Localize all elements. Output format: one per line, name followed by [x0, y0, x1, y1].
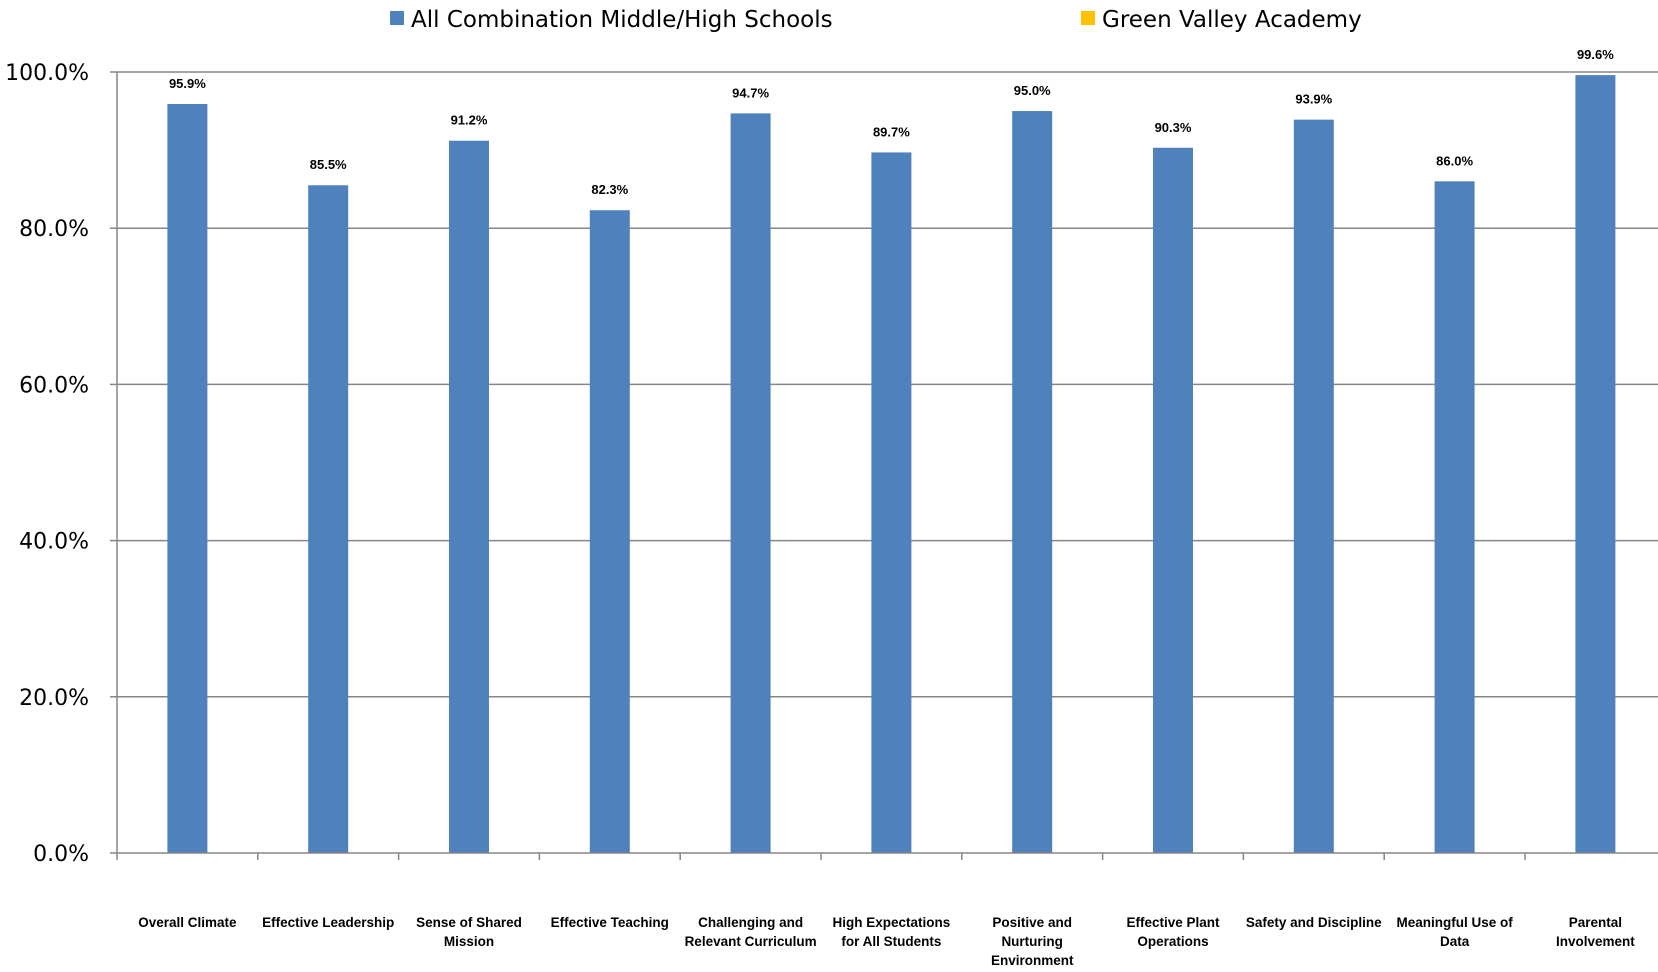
x-tick-label: Involvement — [1556, 934, 1635, 949]
data-label: 82.3% — [591, 182, 628, 197]
legend-swatch — [390, 11, 404, 25]
bar — [449, 140, 489, 853]
x-tick-label: for All Students — [841, 934, 941, 949]
data-labels: 95.9% 85.5% 91.2% 82.3% 94.7% 89.7% 95.0% 90.3%… — [169, 47, 1614, 197]
data-label: 94.7% — [732, 85, 769, 100]
data-label: 93.9% — [1295, 92, 1332, 107]
x-tick-label: Effective Plant — [1126, 915, 1220, 930]
data-label: 91.2% — [451, 113, 488, 128]
data-label: 85.5% — [310, 157, 347, 172]
x-tick-label: Meaningful Use of — [1396, 915, 1513, 930]
x-tick-label: Operations — [1137, 934, 1208, 949]
x-tick-label: Sense of Shared — [416, 915, 522, 930]
x-tick-label: Overall Climate — [138, 915, 237, 930]
bar — [1153, 147, 1193, 853]
legend-swatch — [1081, 11, 1095, 25]
bar — [167, 104, 208, 853]
x-tick-label: High Expectations — [833, 915, 951, 930]
x-tick-label: Relevant Curriculum — [685, 934, 817, 949]
bar — [1293, 119, 1334, 854]
y-tick-label: 100.0% — [5, 61, 89, 86]
data-label: 99.6% — [1577, 47, 1614, 62]
x-tick-label: Parental — [1569, 915, 1622, 930]
x-tick-label: Environment — [991, 953, 1074, 968]
y-tick-label: 40.0% — [19, 530, 89, 555]
data-label: 86.0% — [1436, 153, 1473, 168]
legend: All Combination Middle/High Schools Green… — [390, 7, 1362, 33]
bars — [167, 75, 1616, 854]
x-tick-label: Nurturing — [1001, 934, 1063, 949]
bar — [308, 185, 349, 853]
x-tick-label: Positive and — [992, 915, 1072, 930]
y-tick-label: 60.0% — [19, 373, 89, 398]
x-axis: Overall Climate Effective Leadership Sense… — [116, 852, 1658, 968]
data-label: 95.9% — [169, 76, 206, 91]
bar — [1575, 75, 1616, 853]
y-tick-label: 80.0% — [19, 217, 89, 242]
y-tick-label: 0.0% — [33, 842, 89, 867]
legend-label: All Combination Middle/High Schools — [411, 7, 833, 33]
bar — [1434, 181, 1475, 854]
data-label: 89.7% — [873, 124, 910, 139]
legend-label: Green Valley Academy — [1102, 7, 1362, 33]
x-tick-label: Challenging and — [698, 915, 803, 930]
x-tick-label: Data — [1440, 934, 1470, 949]
data-label: 90.3% — [1155, 120, 1192, 135]
bar — [871, 152, 912, 853]
x-tick-label: Effective Teaching — [551, 915, 669, 930]
x-tick-label: Mission — [444, 934, 494, 949]
x-tick-label: Safety and Discipline — [1246, 915, 1382, 930]
y-tick-label: 20.0% — [19, 686, 89, 711]
y-axis: 0.0% 20.0% 40.0% 60.0% 80.0% 100.0% — [5, 61, 118, 867]
bar — [589, 210, 630, 853]
data-label: 95.0% — [1014, 83, 1051, 98]
bar — [730, 113, 771, 853]
x-tick-label: Effective Leadership — [262, 915, 394, 930]
bar — [1012, 111, 1053, 854]
